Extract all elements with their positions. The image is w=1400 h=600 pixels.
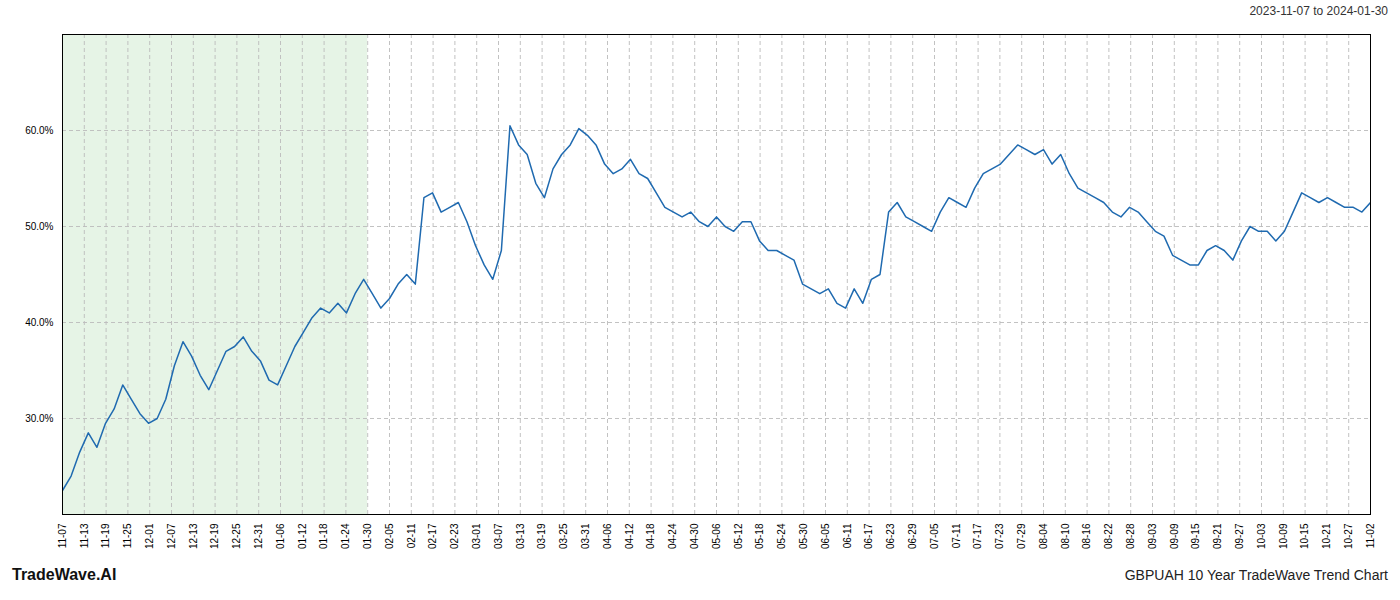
svg-text:04-12: 04-12 (624, 523, 635, 549)
svg-text:12-01: 12-01 (144, 523, 155, 549)
svg-text:06-23: 06-23 (885, 523, 896, 549)
svg-text:10-21: 10-21 (1321, 523, 1332, 549)
svg-text:03-19: 03-19 (536, 523, 547, 549)
svg-text:10-03: 10-03 (1256, 523, 1267, 549)
svg-text:01-30: 01-30 (362, 523, 373, 549)
svg-text:03-13: 03-13 (515, 523, 526, 549)
svg-text:04-24: 04-24 (667, 523, 678, 549)
svg-text:30.0%: 30.0% (25, 413, 53, 424)
html-text:GBPUAH 10 Year TradeWave Trend: GBPUAH 10 Year TradeWave Trend Chart (1124, 567, 1388, 583)
html-text:2023-11-07 to 2024-01-30: 2023-11-07 to 2024-01-30 (1249, 4, 1388, 18)
svg-text:03-31: 03-31 (580, 523, 591, 549)
svg-text:50.0%: 50.0% (25, 221, 53, 232)
svg-text:02-11: 02-11 (406, 523, 417, 548)
svg-text:60.0%: 60.0% (25, 125, 53, 136)
svg-text:04-18: 04-18 (645, 523, 656, 549)
svg-text:02-17: 02-17 (427, 523, 438, 549)
svg-text:09-03: 09-03 (1147, 523, 1158, 549)
svg-text:11-02: 11-02 (1365, 523, 1376, 548)
svg-text:06-11: 06-11 (842, 523, 853, 548)
svg-text:08-16: 08-16 (1081, 523, 1092, 549)
svg-text:01-18: 01-18 (318, 523, 329, 549)
svg-text:11-19: 11-19 (100, 523, 111, 548)
svg-text:07-29: 07-29 (1016, 523, 1027, 549)
svg-text:11-13: 11-13 (79, 523, 90, 548)
svg-text:04-06: 04-06 (602, 523, 613, 549)
svg-text:12-31: 12-31 (253, 523, 264, 549)
svg-text:05-12: 05-12 (733, 523, 744, 549)
svg-text:03-01: 03-01 (471, 523, 482, 549)
svg-text:12-13: 12-13 (188, 523, 199, 549)
svg-text:12-25: 12-25 (231, 523, 242, 549)
svg-text:08-28: 08-28 (1125, 523, 1136, 549)
svg-text:09-15: 09-15 (1190, 523, 1201, 549)
svg-text:03-07: 03-07 (493, 523, 504, 549)
svg-text:03-25: 03-25 (558, 523, 569, 549)
svg-text:07-05: 07-05 (929, 523, 940, 549)
svg-text:07-23: 07-23 (994, 523, 1005, 549)
svg-text:05-18: 05-18 (754, 523, 765, 549)
svg-text:11-07: 11-07 (57, 523, 68, 548)
svg-text:09-09: 09-09 (1169, 523, 1180, 549)
svg-text:10-15: 10-15 (1299, 523, 1310, 549)
svg-text:08-10: 08-10 (1060, 523, 1071, 549)
svg-text:02-05: 02-05 (384, 523, 395, 549)
svg-text:08-04: 08-04 (1038, 523, 1049, 549)
svg-text:07-17: 07-17 (972, 523, 983, 549)
svg-text:10-09: 10-09 (1278, 523, 1289, 549)
svg-text:01-24: 01-24 (340, 523, 351, 549)
svg-text:02-23: 02-23 (449, 523, 460, 549)
html-text:TradeWave.AI: TradeWave.AI (12, 566, 117, 583)
svg-text:01-06: 01-06 (275, 523, 286, 549)
svg-text:07-11: 07-11 (951, 523, 962, 548)
svg-text:09-27: 09-27 (1234, 523, 1245, 549)
svg-text:06-05: 06-05 (820, 523, 831, 549)
svg-text:05-06: 05-06 (711, 523, 722, 549)
svg-text:05-24: 05-24 (776, 523, 787, 549)
svg-text:11-25: 11-25 (122, 523, 133, 548)
svg-text:04-30: 04-30 (689, 523, 700, 549)
svg-text:05-30: 05-30 (798, 523, 809, 549)
svg-text:12-07: 12-07 (166, 523, 177, 549)
svg-text:06-29: 06-29 (907, 523, 918, 549)
svg-text:40.0%: 40.0% (25, 317, 53, 328)
svg-text:10-27: 10-27 (1343, 523, 1354, 549)
svg-text:12-19: 12-19 (209, 523, 220, 549)
svg-text:01-12: 01-12 (297, 523, 308, 549)
svg-text:06-17: 06-17 (863, 523, 874, 549)
svg-text:08-22: 08-22 (1103, 523, 1114, 549)
svg-text:09-21: 09-21 (1212, 523, 1223, 549)
